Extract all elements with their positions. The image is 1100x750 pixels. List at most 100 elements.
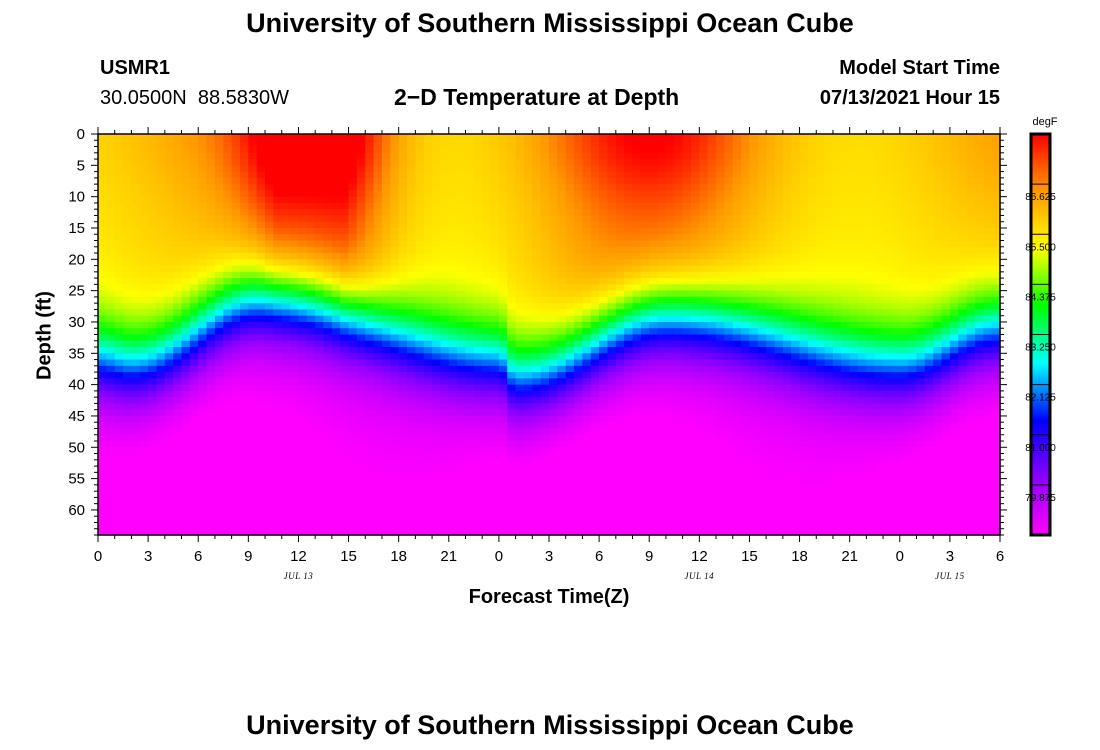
heatmap-cell: [515, 372, 525, 379]
heatmap-cell: [732, 353, 742, 361]
heatmap-cell: [523, 215, 533, 223]
heatmap-cell: [523, 491, 533, 499]
heatmap-cell: [290, 415, 300, 423]
heatmap-cell: [248, 234, 258, 242]
heatmap-cell: [256, 359, 266, 367]
heatmap-cell: [390, 265, 400, 273]
heatmap-cell: [189, 303, 199, 311]
heatmap-cell: [565, 365, 575, 373]
heatmap-cell: [248, 190, 258, 198]
heatmap-cell: [398, 365, 408, 373]
heatmap-cell: [582, 397, 592, 405]
heatmap-cell: [440, 441, 450, 448]
heatmap-cell: [206, 409, 216, 417]
heatmap-cell: [523, 472, 533, 480]
heatmap-cell: [473, 466, 483, 473]
heatmap-cell: [223, 365, 233, 373]
heatmap-cell: [515, 190, 525, 198]
heatmap-cell: [390, 453, 400, 461]
heatmap-cell: [498, 146, 508, 154]
heatmap-cell: [114, 384, 124, 392]
heatmap-cell: [290, 466, 300, 473]
heatmap-cell: [248, 447, 258, 455]
heatmap-cell: [716, 484, 725, 492]
heatmap-cell: [206, 353, 216, 361]
heatmap-cell: [682, 434, 692, 442]
heatmap-cell: [98, 528, 107, 536]
heatmap-cell: [498, 478, 508, 486]
heatmap-cell: [223, 190, 233, 198]
heatmap-cell: [490, 528, 500, 536]
heatmap-cell: [590, 259, 600, 267]
heatmap-cell: [549, 253, 558, 260]
heatmap-cell: [590, 171, 600, 179]
heatmap-cell: [498, 259, 508, 267]
heatmap-cell: [640, 353, 650, 361]
heatmap-cell: [189, 453, 199, 461]
heatmap-cell: [707, 134, 717, 141]
heatmap-cell: [106, 428, 116, 436]
heatmap-cell: [732, 497, 742, 505]
heatmap-cell: [624, 278, 634, 285]
heatmap-cell: [164, 296, 174, 304]
heatmap-cell: [164, 315, 174, 323]
heatmap-cell: [173, 472, 183, 480]
heatmap-cell: [565, 428, 575, 436]
heatmap-cell: [98, 353, 107, 361]
heatmap-cell: [348, 447, 358, 455]
heatmap-cell: [256, 447, 266, 455]
heatmap-cell: [248, 159, 258, 166]
heatmap-cell: [281, 234, 291, 242]
heatmap-cell: [632, 428, 642, 436]
heatmap-cell: [148, 152, 158, 160]
heatmap-cell: [473, 453, 483, 461]
heatmap-cell: [690, 359, 700, 367]
heatmap-cell: [106, 215, 116, 223]
heatmap-cell: [415, 509, 425, 517]
heatmap-cell: [632, 353, 642, 361]
heatmap-cell: [290, 353, 300, 361]
heatmap-cell: [440, 516, 450, 524]
heatmap-cell: [607, 159, 617, 166]
heatmap-cell: [649, 528, 659, 536]
heatmap-cell: [131, 334, 141, 342]
heatmap-cell: [114, 516, 124, 524]
heatmap-cell: [206, 359, 216, 367]
heatmap-cell: [164, 441, 174, 448]
heatmap-cell: [540, 303, 550, 311]
heatmap-cell: [640, 296, 650, 304]
heatmap-cell: [98, 209, 107, 217]
heatmap-cell: [624, 441, 634, 448]
heatmap-cell: [239, 184, 249, 191]
heatmap-cell: [599, 303, 609, 311]
heatmap-cell: [398, 253, 408, 260]
heatmap-cell: [415, 422, 425, 430]
heatmap-cell: [457, 315, 467, 323]
heatmap-cell: [632, 177, 642, 185]
heatmap-cell: [315, 152, 325, 160]
heatmap-cell: [281, 265, 291, 273]
heatmap-cell: [557, 509, 567, 517]
heatmap-cell: [482, 202, 492, 210]
heatmap-cell: [189, 397, 199, 405]
heatmap-cell: [298, 284, 308, 292]
heatmap-cell: [98, 340, 107, 348]
heatmap-cell: [131, 152, 141, 160]
heatmap-cell: [173, 190, 183, 198]
heatmap-cell: [373, 478, 383, 486]
heatmap-cell: [315, 359, 325, 367]
heatmap-cell: [331, 134, 341, 141]
heatmap-cell: [741, 227, 751, 235]
heatmap-cell: [482, 491, 492, 499]
heatmap-cell: [523, 478, 533, 486]
heatmap-cell: [682, 378, 692, 386]
heatmap-cell: [473, 334, 483, 342]
heatmap-cell: [457, 491, 467, 499]
heatmap-cell: [315, 415, 325, 423]
heatmap-cell: [582, 459, 592, 467]
heatmap-cell: [407, 428, 416, 436]
heatmap-cell: [549, 159, 558, 166]
heatmap-cell: [156, 415, 166, 423]
heatmap-cell: [390, 296, 400, 304]
heatmap-cell: [298, 340, 308, 348]
